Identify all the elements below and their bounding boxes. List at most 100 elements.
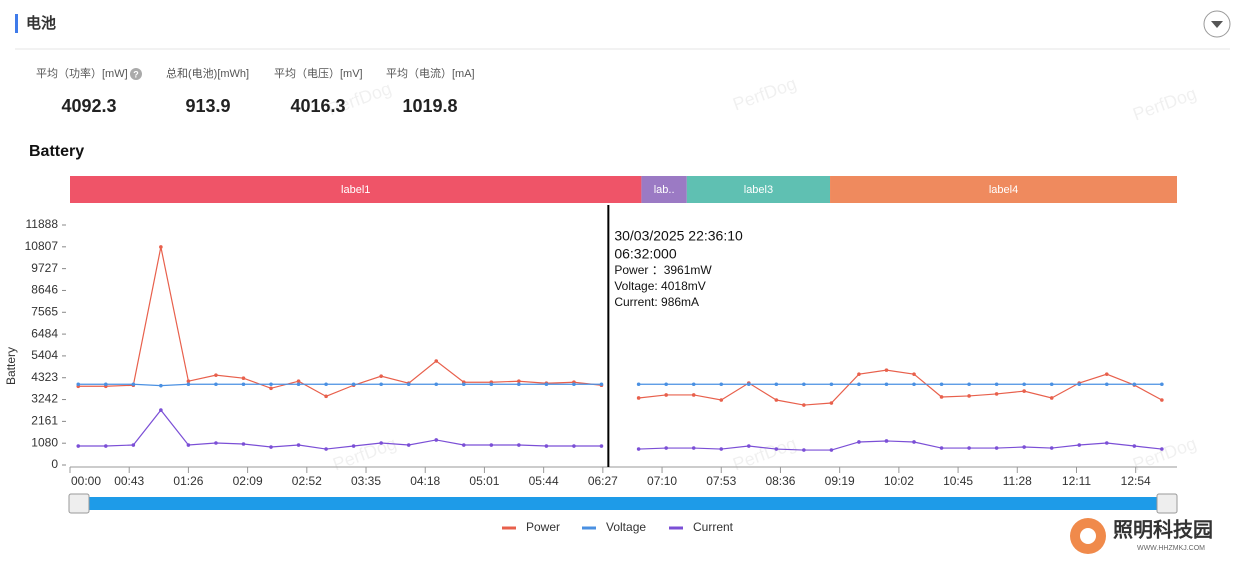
- y-axis-label: Battery: [4, 347, 18, 385]
- series-point: [774, 382, 779, 387]
- series-point: [912, 440, 916, 444]
- series-point: [296, 443, 301, 447]
- logo-icon: [1070, 518, 1106, 554]
- series-point: [912, 372, 916, 376]
- title-accent: [15, 14, 18, 33]
- series-point: [691, 393, 696, 397]
- series-point: [489, 443, 494, 447]
- series-point: [461, 382, 466, 387]
- y-tick-label: 5404: [31, 348, 58, 362]
- series-point: [406, 382, 411, 387]
- stat-label: 平均（功率）[mW]: [36, 66, 128, 80]
- label-band: [686, 176, 831, 203]
- help-circle[interactable]: [130, 68, 142, 80]
- zoom-slider[interactable]: [70, 497, 1176, 510]
- series-point: [664, 393, 668, 397]
- series-point: [719, 398, 724, 402]
- watermark: PerfDog: [330, 433, 399, 474]
- series-point: [691, 446, 696, 450]
- series-point: [186, 379, 191, 384]
- series-point: [802, 403, 806, 407]
- tooltip-line: Current: 986mA: [614, 295, 699, 309]
- series-point: [994, 382, 999, 387]
- series-point: [296, 382, 301, 387]
- logo-url: WWW.HHZMKJ.COM: [1137, 545, 1205, 552]
- series-point: [241, 382, 246, 387]
- y-tick-label: 2161: [31, 414, 58, 428]
- x-tick-label: 06:27: [588, 474, 618, 488]
- series-point: [829, 401, 834, 405]
- series-point: [802, 382, 806, 387]
- series-point: [1022, 389, 1026, 393]
- series-point: [186, 443, 191, 447]
- y-tick-label: 11888: [26, 217, 59, 231]
- series-point: [599, 382, 604, 387]
- series-point: [1022, 382, 1026, 387]
- series-point: [939, 395, 944, 399]
- series-point: [912, 382, 916, 387]
- x-tick-label: 07:10: [647, 474, 677, 488]
- series-point: [517, 379, 521, 384]
- watermark: PerfDog: [730, 73, 799, 114]
- series-point: [939, 446, 944, 450]
- logo-core: [1080, 528, 1096, 544]
- series-line: [78, 383, 602, 387]
- series-point: [829, 382, 834, 387]
- series-point: [967, 394, 971, 398]
- stat-label: 平均（电压）[mV]: [274, 67, 363, 80]
- x-tick-label: 01:26: [173, 474, 203, 488]
- x-tick-label: 02:09: [233, 474, 263, 488]
- stat-value: 1019.8: [402, 96, 457, 116]
- series-point: [517, 443, 521, 447]
- series-line: [78, 246, 602, 398]
- series-point: [967, 446, 971, 450]
- series-point: [636, 382, 641, 387]
- series-point: [324, 382, 328, 387]
- series-point: [131, 443, 136, 447]
- series-point: [434, 438, 439, 442]
- series-point: [636, 447, 641, 451]
- series-point: [1077, 443, 1082, 447]
- help-icon[interactable]: ?: [130, 68, 142, 80]
- series-point: [517, 382, 521, 387]
- collapse-button[interactable]: [1203, 10, 1231, 38]
- y-tick-label: 0: [51, 457, 58, 471]
- series-point: [214, 441, 218, 445]
- series-point: [269, 445, 273, 449]
- chart-title: Battery: [29, 143, 84, 160]
- stat-value: 4016.3: [290, 96, 345, 116]
- series-point: [214, 382, 218, 387]
- x-tick-label: 12:11: [1062, 474, 1091, 488]
- series-point: [351, 444, 356, 448]
- x-tick-label: 05:44: [529, 474, 559, 488]
- series-point: [599, 444, 604, 448]
- x-tick-label: 03:35: [351, 474, 381, 488]
- series-point: [241, 376, 246, 380]
- header-title: 电池: [26, 14, 56, 32]
- series-point: [1160, 382, 1164, 387]
- series-point: [434, 382, 439, 387]
- collapse-arrow[interactable]: [1211, 21, 1223, 28]
- legend-label: Voltage: [606, 520, 646, 534]
- series-line: [78, 409, 602, 450]
- slider-handle-left[interactable]: [68, 493, 90, 514]
- slider-handle-right[interactable]: [1156, 493, 1178, 514]
- y-tick-label: 6484: [31, 326, 58, 340]
- watermark: PerfDog: [730, 433, 799, 474]
- series-line: [638, 369, 1163, 406]
- series-point: [719, 382, 724, 387]
- series-point: [774, 398, 779, 402]
- series-point: [572, 382, 576, 387]
- x-tick-label: 11:28: [1003, 474, 1032, 488]
- stat-label: 总和(电池)[mWh]: [166, 66, 249, 80]
- series-point: [461, 443, 466, 447]
- series-point: [76, 444, 81, 448]
- logo-name: 照明科技园: [1113, 517, 1213, 541]
- x-tick-label: 07:53: [706, 474, 736, 488]
- x-tick-label: 10:02: [884, 474, 914, 488]
- series-point: [241, 442, 246, 446]
- series-point: [746, 444, 751, 448]
- series-point: [829, 448, 834, 452]
- help-mark[interactable]: ?: [133, 69, 139, 79]
